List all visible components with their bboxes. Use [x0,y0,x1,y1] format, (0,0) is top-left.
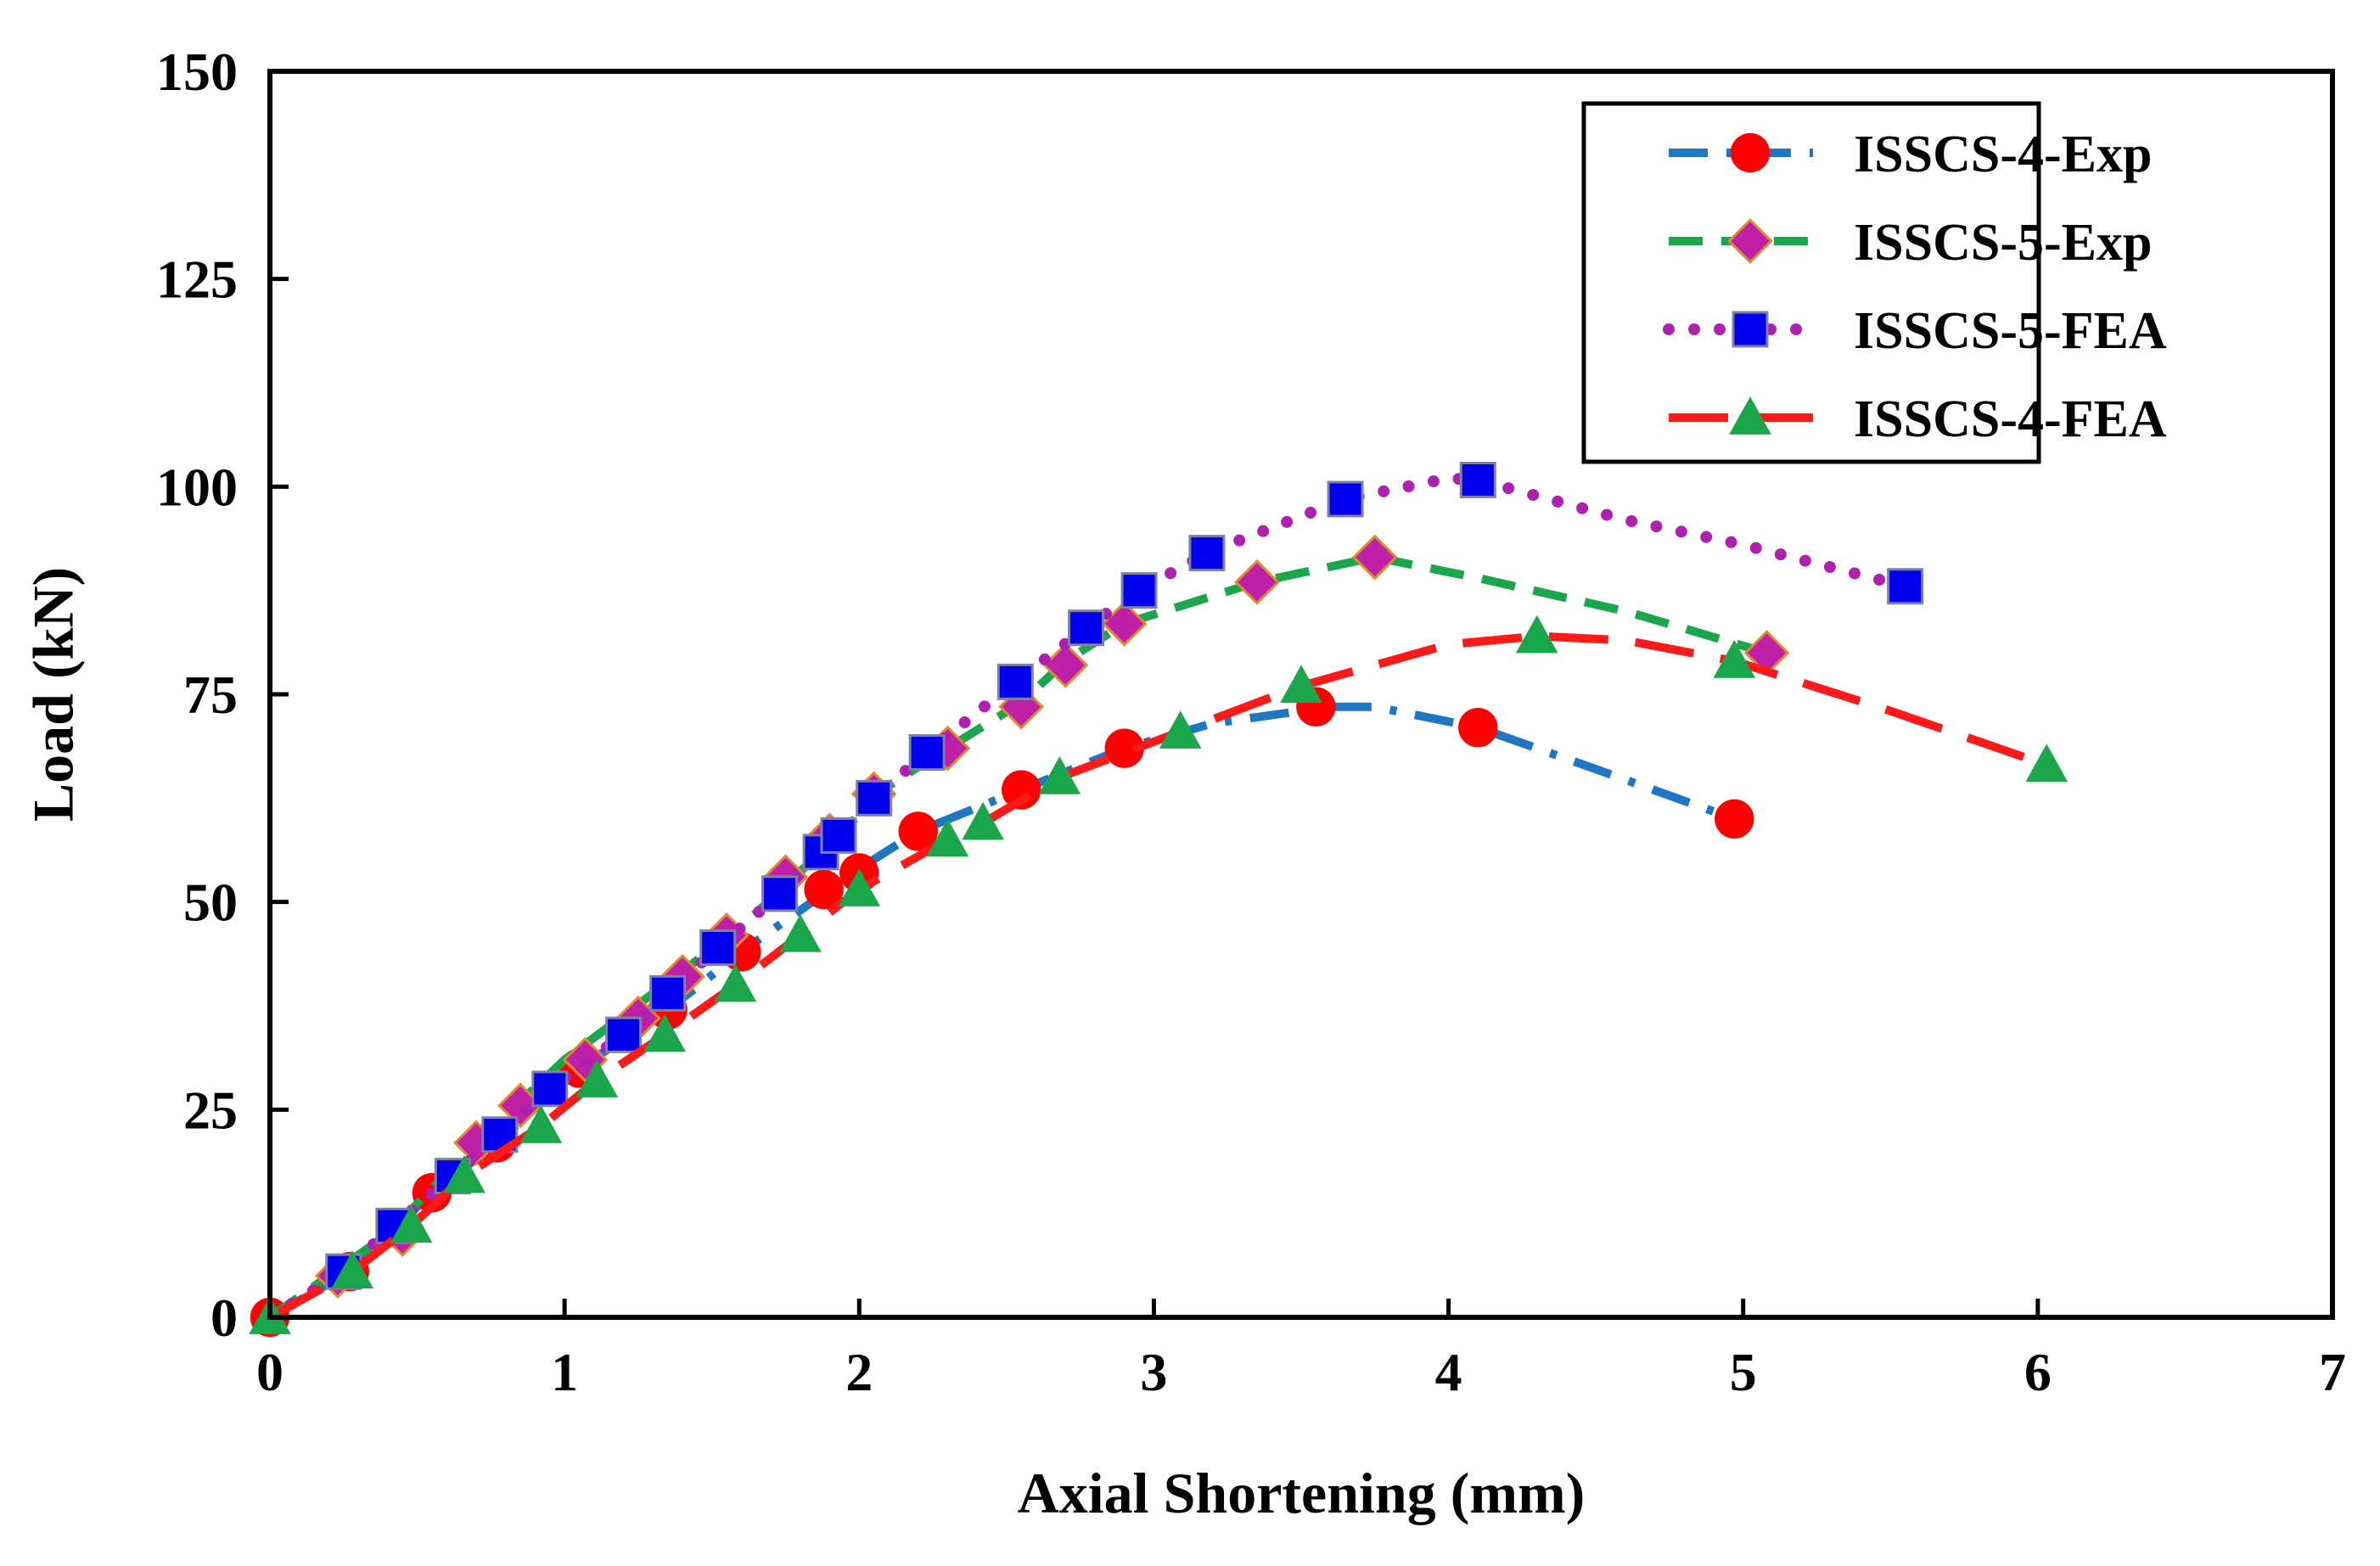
data-point [1459,462,1496,499]
data-point [1515,615,1558,654]
data-point [926,818,969,857]
y-axis-title: Load (kN) [21,567,86,822]
data-point [1351,534,1398,581]
legend-box [1581,101,2041,464]
data-point [1280,665,1322,704]
legend-marker [1730,132,1771,173]
series-line [264,472,1911,1323]
data-point [1042,642,1089,688]
data-point [481,1116,519,1153]
series-ISSCS-5-Exp [267,534,1790,1322]
data-point [1120,572,1158,609]
legend-items: ISSCS-4-Exp ISSCS-5-Exp ISSCS-5-FEA ISSCS-4… [1663,126,2167,448]
data-point [519,1105,563,1143]
y-tick-label: 0 [210,1288,238,1348]
x-tick-label: 3 [1140,1342,1167,1402]
data-point [1327,480,1364,518]
series-ISSCS-4-Exp [250,687,1754,1338]
series-line [267,553,1768,1322]
data-point [1038,756,1081,794]
data-point [908,734,946,772]
data-point [1887,568,1924,605]
data-point [390,1204,433,1243]
data-point [649,974,687,1012]
data-point [605,1016,643,1053]
data-point [1188,535,1226,572]
data-point [804,869,844,910]
legend-marker [1732,311,1769,348]
x-tick-label: 5 [1730,1342,1757,1402]
data-point [820,817,857,854]
x-tick-label: 7 [2319,1342,2346,1402]
y-tick-label: 25 [183,1080,238,1140]
data-point [962,801,1004,840]
data-point [1104,728,1144,768]
data-point [575,1059,619,1097]
legend-label: ISSCS-5-Exp [1854,214,2152,272]
legend-label: ISSCS-4-Exp [1854,126,2152,183]
y-tick-label: 50 [183,873,238,933]
legend-item: ISSCS-4-FEA [1669,390,2167,448]
y-tick-label: 150 [156,42,238,102]
legend-item: ISSCS-5-Exp [1669,214,2152,272]
data-point [1713,640,1756,678]
data-point [856,779,893,817]
y-tick-label: 125 [156,250,238,310]
data-point [996,663,1034,700]
series-line [267,631,2048,1322]
x-tick-label: 2 [845,1342,873,1402]
legend-label: ISSCS-4-FEA [1854,390,2167,448]
data-point [1159,710,1202,749]
x-tick-label: 6 [2024,1342,2052,1402]
y-tick-label: 75 [183,665,238,725]
data-point [1234,558,1280,605]
data-point [898,811,938,851]
data-point [643,1013,686,1052]
legend-label: ISSCS-5-FEA [1854,302,2167,360]
data-point [331,1250,373,1289]
data-point [1002,770,1041,810]
legend-item: ISSCS-4-Exp [1669,126,2152,183]
data-point [1458,707,1498,748]
legend-marker [1727,218,1773,264]
series-layer [249,462,2068,1338]
x-axis-title: Axial Shortening (mm) [1018,1461,1586,1525]
data-point [2025,744,2068,783]
y-tick-label: 100 [156,457,238,517]
x-tick-label: 0 [256,1342,283,1402]
series-line [267,702,1736,1322]
data-point [1101,600,1148,647]
data-point [443,1154,486,1193]
legend-item: ISSCS-5-FEA [1663,302,2167,360]
data-point [761,875,799,912]
x-tick-label: 1 [551,1342,578,1402]
data-point [699,929,737,966]
series-ISSCS-4-FEA [249,615,2068,1334]
data-point [714,963,757,1002]
data-point [531,1070,569,1108]
legend-marker [1729,396,1771,435]
data-point [1715,799,1754,839]
data-point [1068,609,1105,647]
x-tick-label: 4 [1435,1342,1462,1402]
data-point [779,914,822,952]
data-point [838,868,881,906]
legend: ISSCS-4-Exp ISSCS-5-Exp ISSCS-5-FEA ISSCS-4… [1581,101,2167,464]
axis-layer: 0 1 2 3 4 5 6 7 0 25 50 75 100 125 150 [156,42,2346,1402]
series-ISSCS-5-FEA [264,462,1924,1323]
